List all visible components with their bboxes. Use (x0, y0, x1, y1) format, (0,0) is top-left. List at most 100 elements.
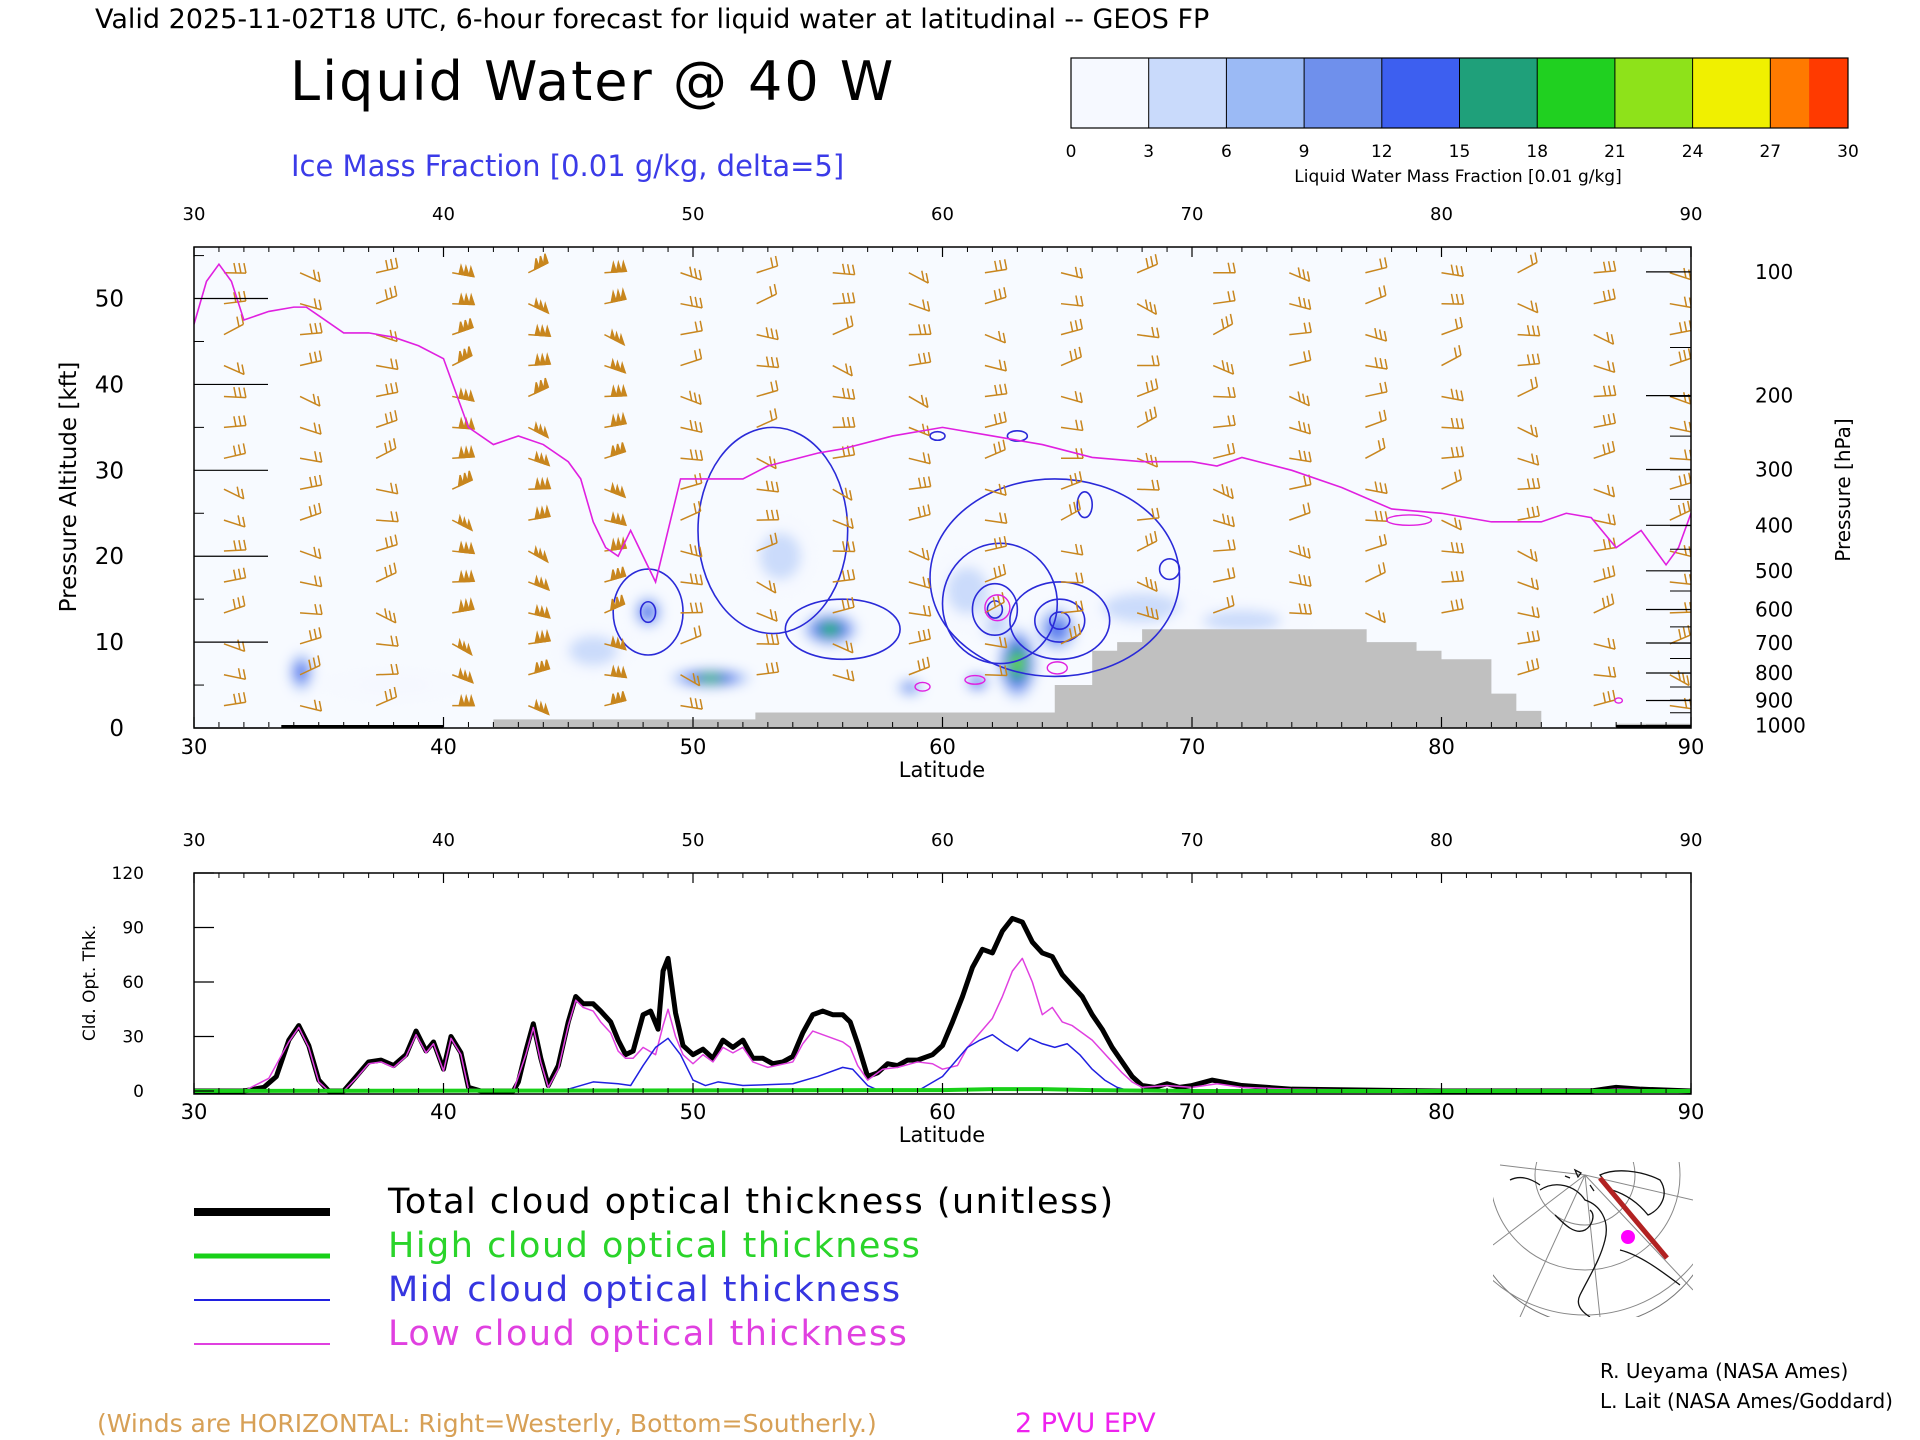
top-y-tick-label: 30 (95, 458, 124, 484)
wind-barb (528, 296, 550, 315)
wind-barb (1289, 296, 1312, 311)
liquid-water-cell (296, 665, 306, 679)
wind-barb (908, 628, 931, 645)
liquid-water-cell (759, 532, 802, 580)
wind-barb (832, 315, 854, 336)
wind-barb (908, 656, 931, 676)
wind-barb (984, 330, 1007, 344)
wind-barb (452, 540, 476, 555)
wind-barb (908, 351, 932, 367)
wind-barb (680, 295, 703, 309)
wind-barb (1593, 288, 1616, 305)
bottom-x-tick-label: 50 (680, 1100, 707, 1124)
colorbar-label: Liquid Water Mass Fraction [0.01 g/kg] (1294, 167, 1621, 187)
wind-barb (452, 387, 475, 403)
wind-barb (1060, 390, 1083, 404)
ice-contour (784, 598, 901, 661)
wind-barb (604, 691, 627, 707)
wind-barb (984, 512, 1008, 524)
top-y-tick-label: 0 (109, 716, 124, 742)
ice-contour (929, 430, 946, 442)
wind-barb (984, 665, 1008, 677)
wind-barb (1441, 316, 1463, 336)
colorbar-segment (1459, 58, 1538, 128)
epv-contour (1046, 661, 1068, 675)
wind-barb (376, 663, 399, 676)
liquid-water-cell (823, 624, 837, 634)
bottom-y-tick-label: 90 (122, 919, 144, 939)
wind-barb (832, 387, 856, 400)
wind-barb (299, 422, 322, 435)
wind-barb (908, 324, 932, 336)
top-x-tick-label-upper: 60 (931, 204, 954, 225)
ice-note: Ice Mass Fraction [0.01 g/kg, delta=5] (291, 149, 844, 183)
map-section-line (1598, 1176, 1669, 1260)
wind-barb (1517, 353, 1541, 367)
legend-label-mid: Mid cloud optical thickness (388, 1270, 902, 1310)
wind-barb (451, 470, 474, 490)
ice-contour (1158, 557, 1181, 581)
wind-barb (1517, 300, 1539, 314)
wind-barb (680, 266, 703, 281)
wind-barb (1212, 313, 1234, 336)
wind-barb (375, 686, 398, 707)
wind-barb (680, 602, 704, 614)
bottom-x-tick-label-upper: 30 (183, 830, 206, 851)
top-x-tick-label: 50 (680, 735, 707, 759)
wind-barb (299, 502, 322, 521)
wind-barb (452, 292, 476, 306)
wind-barb (1593, 513, 1616, 526)
wind-barb (1060, 572, 1084, 584)
wind-barb (756, 480, 780, 493)
wind-barb (375, 410, 398, 429)
wind-barb (527, 420, 550, 439)
wind-barb (299, 575, 323, 588)
wind-barb (680, 673, 701, 687)
cross-section-axes: 3030404050506060707080809090010203040501… (95, 204, 1806, 759)
wind-barb (1365, 562, 1386, 583)
wind-barb (1365, 257, 1388, 274)
wind-barb (1289, 574, 1312, 587)
wind-barb (1213, 262, 1236, 274)
colorbar-tick-label: 12 (1371, 142, 1393, 162)
liquid-water-cell (702, 674, 719, 682)
series-line-total (194, 915, 1691, 1094)
wind-barb (1365, 357, 1388, 370)
wind-barb (1441, 598, 1464, 614)
wind-barb (528, 377, 550, 398)
pressure-tick-label: 700 (1755, 631, 1793, 655)
wind-barb (756, 509, 780, 521)
wind-barb (451, 513, 474, 532)
wind-barb (604, 357, 627, 374)
terrain-fill (194, 629, 1691, 728)
colorbar-tick-label: 6 (1221, 142, 1232, 162)
bottom-x-tick-label-upper: 80 (1430, 830, 1453, 851)
wind-barb (1213, 386, 1236, 398)
wind-barb (528, 628, 552, 645)
wind-barb (1593, 413, 1617, 429)
top-y-tick-label: 50 (95, 287, 124, 313)
wind-barb (1441, 417, 1465, 430)
bottom-x-tick-label-upper: 50 (682, 830, 705, 851)
wind-barb (375, 382, 399, 398)
wind-barb (756, 327, 779, 341)
wind-barb (680, 573, 704, 586)
wind-barb (832, 541, 856, 553)
top-y-tick-label: 40 (95, 372, 124, 398)
wind-barb (1137, 355, 1160, 367)
top-xlabel: Latitude (899, 758, 985, 782)
cross-section-panel: 3030404050506060707080809090010203040501… (56, 204, 1855, 782)
wind-barb (375, 438, 397, 459)
wind-barb (680, 625, 702, 645)
top-x-tick-label: 90 (1678, 735, 1705, 759)
wind-barb (223, 486, 245, 500)
bottom-x-tick-label-upper: 90 (1680, 830, 1703, 851)
wind-barb (299, 350, 323, 367)
wind-barb (1289, 544, 1311, 559)
bottom-x-tick-label-upper: 40 (432, 830, 455, 851)
ice-contour (1076, 490, 1093, 519)
colorbar-segment (1381, 58, 1460, 128)
wind-barb (1060, 499, 1081, 521)
colorbar-tick-label: 9 (1299, 142, 1310, 162)
wind-barb (1593, 666, 1617, 678)
